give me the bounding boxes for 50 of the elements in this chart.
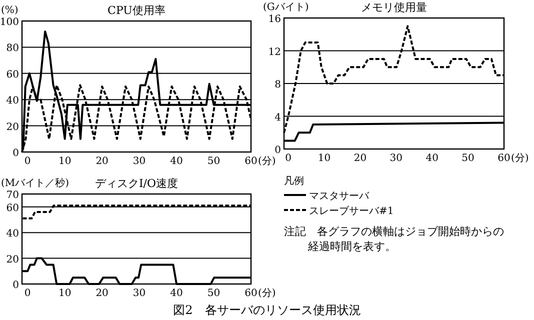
x-tick-label: 40: [170, 156, 183, 167]
x-tick-label: 50: [207, 288, 220, 299]
x-tick-label: 20: [96, 288, 108, 299]
x-tick-label: 10: [58, 156, 72, 167]
x-tick-label: 60: [498, 153, 510, 164]
y-tick-label: 100: [0, 17, 19, 28]
y-axis-title: (%): [1, 5, 18, 16]
chart-title: ディスクI/O速度: [94, 177, 178, 190]
y-tick-label: 60: [6, 202, 19, 214]
x-tick-label: 40: [170, 288, 183, 299]
x-tick-label: 30: [132, 288, 146, 299]
y-tick-label: 40: [6, 228, 19, 240]
y-tick-label: 80: [6, 43, 19, 54]
x-axis-title: (分): [511, 152, 529, 164]
x-tick-label: 30: [390, 153, 403, 164]
x-axis-title: (分): [258, 287, 276, 299]
y-tick-label: 20: [6, 254, 19, 266]
text: 注記 各グラフの横軸はジョブ開始時からの経過時間を表す。: [284, 225, 504, 253]
x-tick-label: 0: [285, 153, 292, 164]
x-tick-label: 40: [426, 153, 438, 164]
y-tick-label: 4: [274, 112, 281, 124]
x-tick-label: 60: [244, 156, 258, 167]
legend-title: 凡例: [284, 176, 304, 187]
y-tick-label: 70: [6, 190, 19, 201]
x-tick-label: 20: [96, 156, 108, 167]
y-tick-label: 40: [6, 96, 19, 107]
y-tick-label: 12: [268, 46, 281, 58]
x-tick-label: 30: [132, 156, 146, 167]
y-tick-label: 8: [274, 80, 281, 90]
x-tick-label: 60: [244, 288, 258, 299]
chart-title: メモリ使用量: [361, 1, 427, 14]
y-tick-label: 0: [12, 280, 19, 291]
chart-title: CPU使用率: [108, 4, 166, 17]
x-tick-label: 0: [24, 288, 31, 299]
y-axis-title: (Gバイト): [263, 2, 309, 13]
y-tick-label: 20: [6, 122, 19, 133]
y-tick-label: 60: [6, 69, 19, 80]
x-tick-label: 50: [462, 153, 474, 164]
legend-label: マスタサーバ: [309, 191, 370, 202]
x-tick-label: 10: [318, 153, 331, 164]
caption: 図2 各サーバのリソース使用状況: [173, 303, 361, 317]
x-tick-label: 50: [207, 156, 220, 167]
y-tick-label: 16: [268, 14, 281, 25]
y-tick-label: 0: [274, 145, 281, 156]
x-axis-title: (分): [258, 155, 276, 167]
y-axis-title: (Mバイト／秒): [1, 177, 70, 189]
x-tick-label: 0: [24, 156, 31, 167]
legend-label: スレーブサーバ#1: [309, 205, 394, 217]
x-tick-label: 20: [354, 153, 367, 164]
x-tick-label: 10: [58, 288, 72, 299]
